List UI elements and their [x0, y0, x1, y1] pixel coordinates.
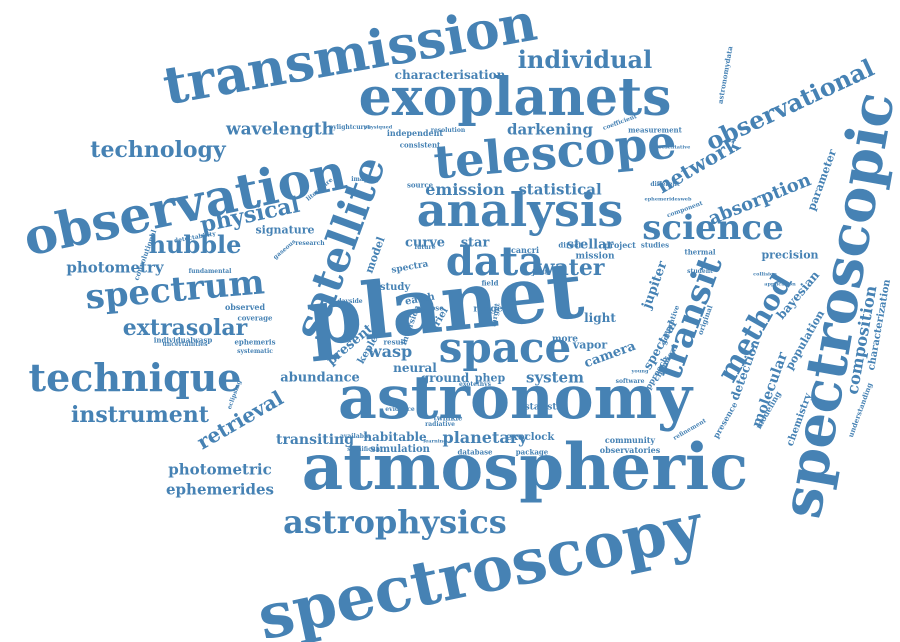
cloud-word-source: source — [406, 180, 434, 190]
cloud-word-astrophysics: astrophysics — [283, 503, 507, 541]
cloud-word-extrasolar: extrasolar — [122, 315, 248, 341]
cloud-word-light: light — [584, 311, 616, 325]
cloud-word-field: field — [481, 278, 499, 288]
cloud-word-simulation: simulation — [370, 444, 430, 455]
cloud-word-darkening: darkening — [506, 120, 594, 139]
cloud-word-wasp: wasp — [367, 342, 413, 361]
cloud-word-different: different — [650, 181, 680, 188]
cloud-word-observatories: observatories — [599, 445, 661, 455]
cloud-word-cancri: cancri — [511, 245, 539, 255]
cloud-word-jupiter: jupiter — [639, 259, 671, 311]
cloud-word-vapor: vapor — [572, 338, 608, 352]
cloud-word-future: future — [414, 244, 436, 251]
cloud-word-photometry: photometry — [66, 258, 164, 277]
cloud-word-phep: phep — [474, 371, 506, 385]
cloud-word-habitable: habitable — [363, 430, 427, 444]
cloud-word-hubble: hubble — [148, 230, 242, 259]
cloud-word-instrument: instrument — [71, 402, 209, 428]
cloud-word-transiting: transiting — [275, 432, 355, 448]
cloud-word-systematic: systematic — [237, 348, 273, 355]
cloud-word-star: star — [460, 235, 490, 251]
cloud-word-emission: emission — [425, 180, 505, 199]
cloud-word-database: database — [457, 447, 493, 457]
cloud-word-statistic: statistic — [524, 402, 566, 413]
cloud-word-neural: neural — [393, 361, 437, 375]
cloud-word-curve: curve — [404, 235, 446, 251]
cloud-word-uncertainties: uncertainties — [162, 341, 208, 348]
cloud-word-representative: representative — [649, 144, 691, 151]
cloud-word-wavelength: wavelength — [225, 119, 335, 140]
cloud-word-science: science — [642, 208, 784, 248]
cloud-word-characterisation: characterisation — [394, 68, 506, 82]
cloud-word-stellar: stellar — [566, 237, 614, 253]
cloud-word-package: package — [515, 447, 549, 457]
cloud-word-exoplanets: exoplanets — [358, 67, 672, 128]
cloud-word-analysis: analysis — [416, 183, 624, 237]
cloud-word-exotethys: exotethys — [459, 381, 491, 388]
cloud-word-result: result — [383, 337, 407, 347]
cloud-word-project: project — [604, 240, 636, 250]
cloud-word-observed: observed — [224, 302, 266, 312]
cloud-word-astronomydata: astronomydata — [715, 45, 735, 105]
cloud-word-statistical: statistical — [518, 180, 602, 199]
cloud-word-system: system — [526, 368, 584, 387]
cloud-word-young: young — [631, 368, 649, 375]
cloud-word-available: available — [340, 433, 370, 440]
cloud-word-imaging: imaging — [351, 176, 379, 183]
cloud-word-dayside: dayside — [337, 298, 363, 305]
cloud-word-research: research — [295, 240, 325, 247]
cloud-word-resolution: resolution — [430, 127, 466, 134]
cloud-word-independent: independent — [386, 128, 444, 138]
cloud-word-planetary: planetary — [442, 428, 528, 447]
cloud-word-range: range — [473, 304, 503, 315]
cloud-word-signature: signature — [255, 223, 315, 237]
cloud-word-technology: technology — [90, 137, 226, 163]
cloud-word-coverage: coverage — [237, 313, 273, 323]
cloud-word-measurement: measurement — [628, 125, 682, 135]
cloud-word-learning: learning — [423, 438, 447, 445]
cloud-word-water: water — [535, 255, 605, 281]
cloud-word-evidence: evidence — [385, 406, 415, 413]
cloud-word-consistent: consistent — [399, 140, 441, 150]
cloud-word-individual: individual — [517, 45, 653, 74]
cloud-word-pylightcurve: pylightcurve — [328, 124, 372, 131]
cloud-word-physiqued: physiqued — [363, 124, 393, 131]
cloud-word-ground: ground — [420, 371, 470, 385]
cloud-word-data: data — [445, 238, 545, 285]
cloud-word-student: student — [687, 268, 713, 275]
cloud-word-application: application — [764, 281, 796, 288]
cloud-word-individualwasp: individualwasp — [153, 335, 213, 345]
cloud-word-abundance: abundance — [280, 370, 360, 386]
cloud-word-studies: studies — [640, 240, 670, 250]
cloud-word-atmospheric: atmospheric — [301, 430, 749, 505]
cloud-word-collision: collision — [753, 271, 777, 278]
cloud-word-gaseous: gaseous — [272, 238, 298, 261]
cloud-word-astronomy: astronomy — [338, 363, 692, 433]
cloud-word-software: software — [615, 378, 645, 385]
cloud-word-ephemeridesweb: ephemeridesweb — [644, 196, 692, 203]
cloud-word-significant: significant — [347, 446, 383, 453]
cloud-word-precision: precision — [761, 248, 819, 262]
cloud-word-exoclock: exoclock — [505, 432, 555, 443]
cloud-word-thermal: thermal — [684, 247, 716, 257]
cloud-word-twinkle: twinkle — [433, 413, 463, 423]
cloud-word-ephemeris: ephemeris — [234, 337, 276, 347]
cloud-word-radiative: radiative — [425, 421, 455, 428]
cloud-word-photometric: photometric — [168, 460, 272, 479]
cloud-word-space: space — [438, 323, 572, 372]
cloud-word-eclipse: eclipse — [416, 303, 444, 313]
cloud-word-ephemerides: ephemerides — [166, 480, 274, 499]
cloud-word-more: more — [552, 334, 578, 345]
cloud-word-jwst: jwst — [532, 267, 548, 277]
cloud-word-study: study — [379, 282, 411, 293]
cloud-word-direct: direct — [558, 240, 582, 250]
cloud-word-community: community — [604, 435, 656, 445]
cloud-word-technique: technique — [28, 355, 242, 400]
cloud-word-mission: mission — [575, 251, 615, 262]
cloud-word-fundamental: fundamental — [188, 268, 232, 275]
